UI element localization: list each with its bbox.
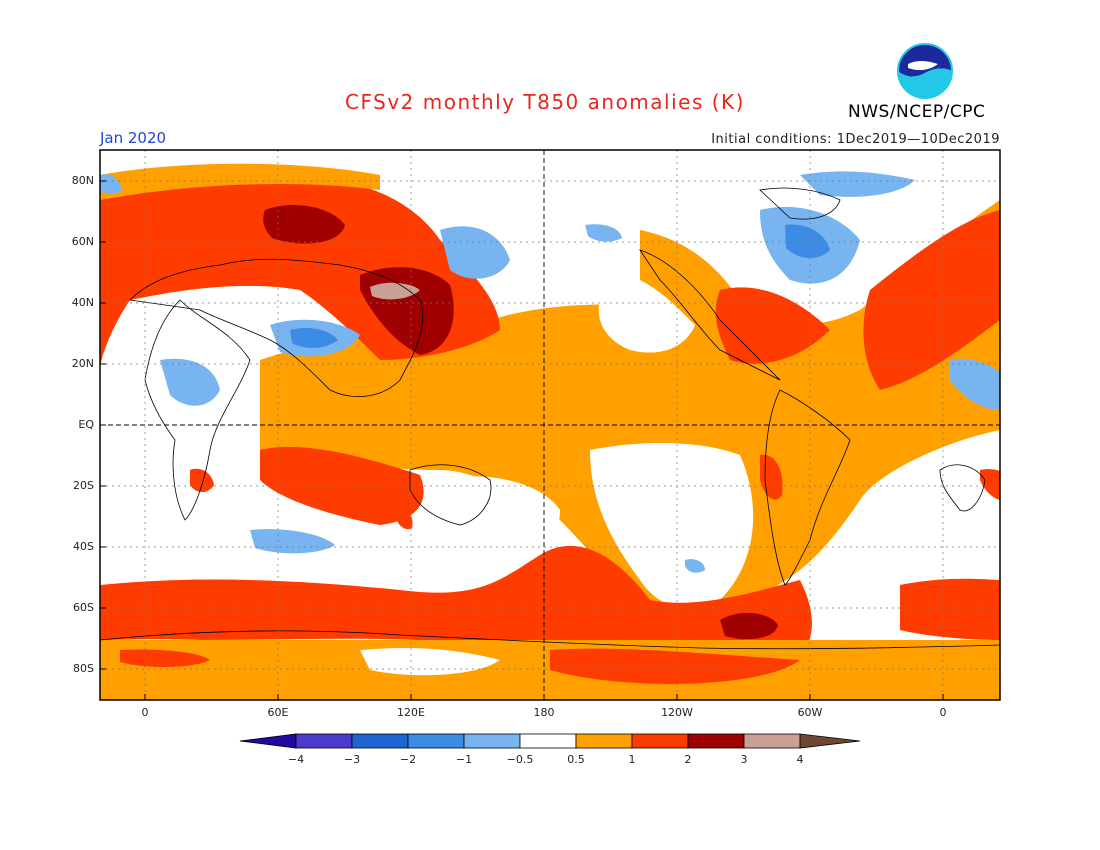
colorbar: [239, 733, 861, 749]
colorbar-bin-high: [799, 733, 861, 749]
lat-label: 20N: [71, 357, 94, 370]
colorbar-label: 3: [740, 753, 748, 766]
colorbar-bin: [575, 733, 633, 749]
colorbar-label: −2: [399, 753, 417, 766]
colorbar-label: −4: [287, 753, 305, 766]
colorbar-bin: [463, 733, 521, 749]
colorbar-label: 1: [628, 753, 636, 766]
lon-label: 0: [141, 706, 149, 719]
reference-lines: [100, 150, 1000, 700]
lat-label: 60S: [73, 601, 94, 614]
colorbar-bin: [351, 733, 409, 749]
lon-label: 120W: [661, 706, 693, 719]
lon-label: 60E: [267, 706, 289, 719]
map-title: CFSv2 monthly T850 anomalies (K): [345, 90, 745, 114]
colorbar-label: −1: [455, 753, 473, 766]
lat-label: 60N: [71, 235, 94, 248]
colorbar-label: 2: [684, 753, 692, 766]
lon-label: 60W: [797, 706, 823, 719]
organization-label: NWS/NCEP/CPC: [848, 102, 986, 122]
grid-lines: [100, 150, 1000, 700]
colorbar-label: 4: [796, 753, 804, 766]
lon-label: 180: [533, 706, 555, 719]
colorbar-bin: [519, 733, 577, 749]
lon-label: 0: [939, 706, 947, 719]
colorbar-bin-low: [239, 733, 297, 749]
lat-label: 20S: [73, 479, 94, 492]
lat-label: 40S: [73, 540, 94, 553]
noaa-logo-icon: [895, 41, 955, 101]
forecast-month: Jan 2020: [100, 129, 167, 147]
initial-conditions: Initial conditions: 1Dec2019—10Dec2019: [711, 132, 1000, 147]
colorbar-label: −0.5: [506, 753, 534, 766]
lon-label: 120E: [397, 706, 425, 719]
colorbar-bin: [407, 733, 465, 749]
colorbar-label: −3: [343, 753, 361, 766]
lat-label: 40N: [71, 296, 94, 309]
colorbar-bin: [743, 733, 801, 749]
axis-ticks: [100, 180, 944, 700]
lat-label: 80S: [73, 662, 94, 675]
lat-label: 80N: [71, 174, 94, 187]
colorbar-bin: [687, 733, 745, 749]
colorbar-bin: [631, 733, 689, 749]
colorbar-label: 0.5: [567, 753, 585, 766]
lat-label: EQ: [78, 418, 94, 431]
colorbar-bin: [295, 733, 353, 749]
